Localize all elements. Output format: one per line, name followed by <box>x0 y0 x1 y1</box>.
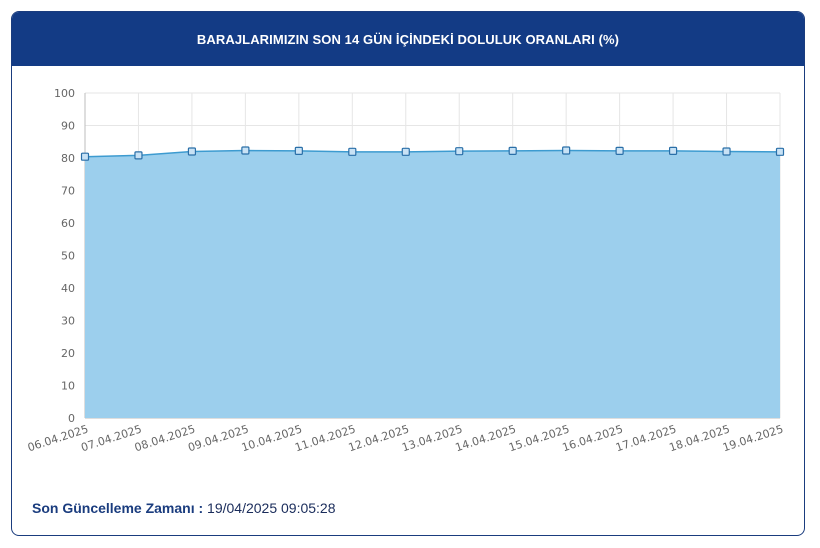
y-tick-label: 90 <box>61 120 75 133</box>
data-point[interactable] <box>775 147 785 156</box>
y-tick-label: 70 <box>61 185 75 198</box>
y-tick-label: 30 <box>61 315 75 328</box>
y-tick-label: 80 <box>61 152 75 165</box>
area-fill <box>85 150 780 418</box>
data-point[interactable] <box>241 146 250 155</box>
y-tick-label: 20 <box>61 347 75 360</box>
occupancy-area-chart: 0 10 20 30 40 50 60 70 80 90 100 06.04.202507.04.2… <box>26 87 785 454</box>
last-update-label: Son Güncelleme Zamanı : <box>32 500 204 516</box>
data-point[interactable] <box>80 152 90 161</box>
data-point[interactable] <box>615 146 624 155</box>
x-tick-label: 14.04.2025 <box>454 422 518 454</box>
data-point[interactable] <box>668 146 678 155</box>
x-tick-label: 15.04.2025 <box>507 422 571 454</box>
data-point[interactable] <box>562 146 571 155</box>
x-tick-label: 10.04.2025 <box>240 422 304 454</box>
last-update-value: 19/04/2025 09:05:28 <box>207 500 336 516</box>
data-point[interactable] <box>187 147 197 156</box>
dam-occupancy-card: BARAJLARIMIZIN SON 14 GÜN İÇİNDEKİ DOLUL… <box>11 11 805 536</box>
markers <box>80 146 785 161</box>
data-point[interactable] <box>722 147 731 156</box>
x-tick-label: 19.04.2025 <box>721 422 785 454</box>
x-tick-label: 08.04.2025 <box>133 422 197 454</box>
y-tick-label: 50 <box>61 250 75 263</box>
x-axis-ticks: 06.04.202507.04.202508.04.202509.04.2025… <box>26 422 785 454</box>
x-tick-label: 07.04.2025 <box>79 422 143 454</box>
x-tick-label: 13.04.2025 <box>400 422 464 454</box>
y-tick-label: 100 <box>54 87 75 100</box>
series-line <box>84 149 781 158</box>
data-point[interactable] <box>134 151 143 160</box>
x-tick-label: 16.04.2025 <box>561 422 625 454</box>
y-tick-label: 0 <box>68 412 75 425</box>
x-tick-label: 11.04.2025 <box>293 422 357 454</box>
data-point[interactable] <box>401 147 410 156</box>
last-update: Son Güncelleme Zamanı : 19/04/2025 09:05… <box>32 500 336 516</box>
x-tick-label: 09.04.2025 <box>186 422 250 454</box>
data-point[interactable] <box>348 147 357 156</box>
chart-area: 0 10 20 30 40 50 60 70 80 90 100 06.04.2025 07.04.2… <box>12 66 804 476</box>
x-tick-label: 12.04.2025 <box>347 422 411 454</box>
x-tick-label: 06.04.2025 <box>26 422 90 454</box>
card-header: BARAJLARIMIZIN SON 14 GÜN İÇİNDEKİ DOLUL… <box>12 12 804 66</box>
x-tick-label: 18.04.2025 <box>668 422 732 454</box>
chart-title: BARAJLARIMIZIN SON 14 GÜN İÇİNDEKİ DOLUL… <box>196 31 620 47</box>
data-point[interactable] <box>455 147 464 156</box>
y-tick-label: 10 <box>61 380 75 393</box>
area-series <box>84 149 781 418</box>
y-tick-label: 40 <box>61 282 75 295</box>
data-point[interactable] <box>294 146 303 155</box>
y-tick-label: 60 <box>61 217 75 230</box>
x-tick-label: 17.04.2025 <box>614 422 678 454</box>
data-point[interactable] <box>508 146 517 155</box>
y-axis-ticks: 0 10 20 30 40 50 60 70 80 90 100 <box>54 87 75 425</box>
